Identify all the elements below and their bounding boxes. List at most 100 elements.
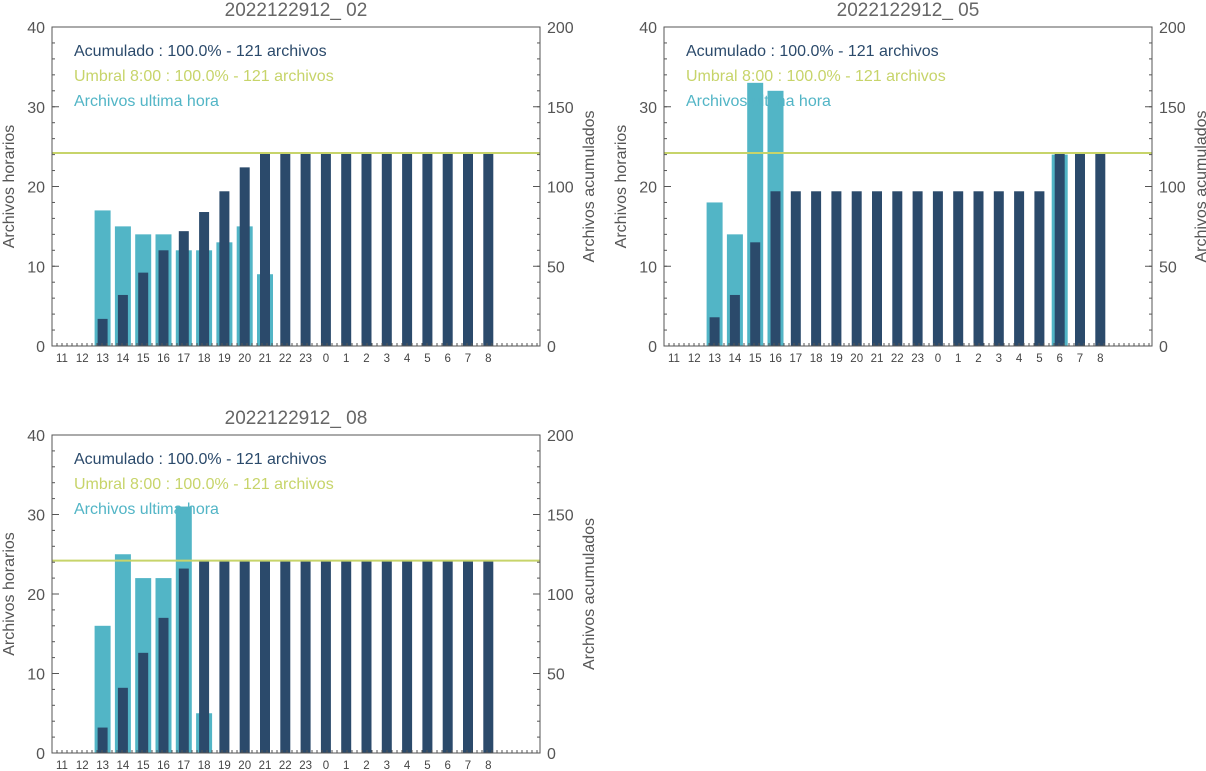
x-tick-label: 13: [708, 353, 721, 365]
legend-entry: Acumulado : 100.0% - 121 archivos: [74, 43, 327, 60]
bar-acumulado: [178, 568, 189, 753]
bar-acumulado: [483, 560, 494, 753]
x-tick-label: 16: [157, 353, 170, 365]
x-tick-label: 11: [668, 353, 680, 365]
bar-acumulado: [361, 560, 372, 753]
x-tick-label: 23: [299, 353, 312, 365]
x-tick-label: 7: [465, 760, 471, 771]
bar-acumulado: [770, 191, 781, 346]
x-tick-label: 15: [749, 353, 762, 365]
legend-entry: Acumulado : 100.0% - 121 archivos: [74, 451, 327, 468]
x-tick-label: 2: [363, 760, 369, 771]
x-tick-label: 16: [157, 760, 170, 771]
x-tick-label: 20: [850, 353, 863, 365]
legend-entry: Umbral 8:00 : 100.0% - 121 archivos: [74, 68, 334, 85]
bar-acumulado: [117, 294, 128, 346]
x-tick-label: 15: [137, 760, 150, 771]
bar-acumulado: [138, 272, 149, 346]
legend-entry: Acumulado : 100.0% - 121 archivos: [686, 43, 939, 60]
x-tick-label: 18: [810, 353, 823, 365]
bar-acumulado: [1014, 191, 1025, 346]
left-tick-label: 20: [27, 587, 45, 604]
right-tick-label: 200: [547, 428, 574, 445]
x-tick-label: 13: [96, 353, 109, 365]
left-tick-label: 30: [639, 100, 657, 117]
y-axis-right-title: Archivos acumulados: [581, 110, 598, 262]
bar-acumulado: [831, 191, 842, 346]
x-tick-label: 14: [117, 760, 130, 771]
x-tick-label: 12: [76, 760, 89, 771]
x-tick-label: 8: [485, 760, 491, 771]
bar-acumulado: [912, 191, 923, 346]
x-tick-label: 1: [343, 353, 349, 365]
x-tick-label: 3: [384, 760, 390, 771]
chart-title: 2022122912_ 08: [225, 408, 368, 429]
x-tick-label: 14: [729, 353, 742, 365]
left-tick-label: 30: [27, 100, 45, 117]
left-tick-label: 10: [639, 259, 657, 276]
bar-acumulado: [422, 560, 433, 753]
x-tick-label: 11: [56, 760, 68, 771]
bar-acumulado: [422, 153, 433, 346]
x-tick-label: 2: [363, 353, 369, 365]
left-tick-label: 40: [639, 20, 657, 37]
bar-acumulado: [199, 212, 210, 346]
right-tick-label: 100: [1159, 180, 1186, 197]
x-tick-label: 2: [975, 353, 981, 365]
bar-acumulado: [320, 153, 331, 346]
x-tick-label: 0: [935, 353, 941, 365]
x-tick-label: 16: [769, 353, 782, 365]
right-tick-label: 50: [547, 259, 565, 276]
y-axis-left-title: Archivos horarios: [1, 125, 18, 249]
x-tick-label: 17: [177, 760, 190, 771]
bar-acumulado: [381, 153, 392, 346]
chart-title: 2022122912_ 02: [225, 0, 368, 21]
bar-acumulado: [892, 191, 903, 346]
x-tick-label: 7: [465, 353, 471, 365]
bar-acumulado: [993, 191, 1004, 346]
bar-acumulado: [402, 560, 413, 753]
left-tick-label: 20: [639, 180, 657, 197]
x-tick-label: 4: [404, 353, 411, 365]
right-tick-label: 0: [547, 339, 556, 356]
right-tick-label: 50: [1159, 259, 1177, 276]
x-tick-label: 8: [1097, 353, 1103, 365]
bar-acumulado: [300, 560, 311, 753]
x-tick-label: 7: [1077, 353, 1083, 365]
bar-acumulado: [300, 153, 311, 346]
legend-entry: Archivos ultima hora: [74, 501, 219, 518]
x-tick-label: 14: [117, 353, 130, 365]
right-tick-label: 100: [547, 180, 574, 197]
x-tick-label: 21: [871, 353, 884, 365]
left-tick-label: 40: [27, 428, 45, 445]
bar-archivos-ultima-hora: [94, 625, 111, 753]
right-tick-label: 150: [547, 508, 574, 525]
bar-archivos-ultima-hora: [706, 202, 723, 346]
bar-acumulado: [341, 560, 352, 753]
bar-acumulado: [178, 231, 189, 346]
left-tick-label: 0: [36, 746, 45, 763]
x-tick-label: 23: [911, 353, 924, 365]
bar-acumulado: [260, 153, 270, 346]
x-tick-label: 19: [830, 353, 843, 365]
bar-acumulado: [973, 191, 984, 346]
bar-acumulado: [483, 153, 494, 346]
right-tick-label: 50: [547, 667, 565, 684]
bar-acumulado: [117, 687, 128, 753]
left-tick-label: 0: [36, 339, 45, 356]
chart-title: 2022122912_ 05: [837, 0, 980, 21]
y-axis-left-title: Archivos horarios: [1, 532, 18, 656]
x-tick-label: 15: [137, 353, 150, 365]
bar-acumulado: [463, 560, 473, 753]
bar-acumulado: [280, 560, 291, 753]
bar-acumulado: [442, 560, 453, 753]
bar-acumulado: [1075, 153, 1085, 346]
bar-acumulado: [97, 318, 108, 346]
x-tick-label: 0: [323, 353, 329, 365]
bar-acumulado: [97, 727, 108, 753]
x-tick-label: 21: [259, 760, 272, 771]
